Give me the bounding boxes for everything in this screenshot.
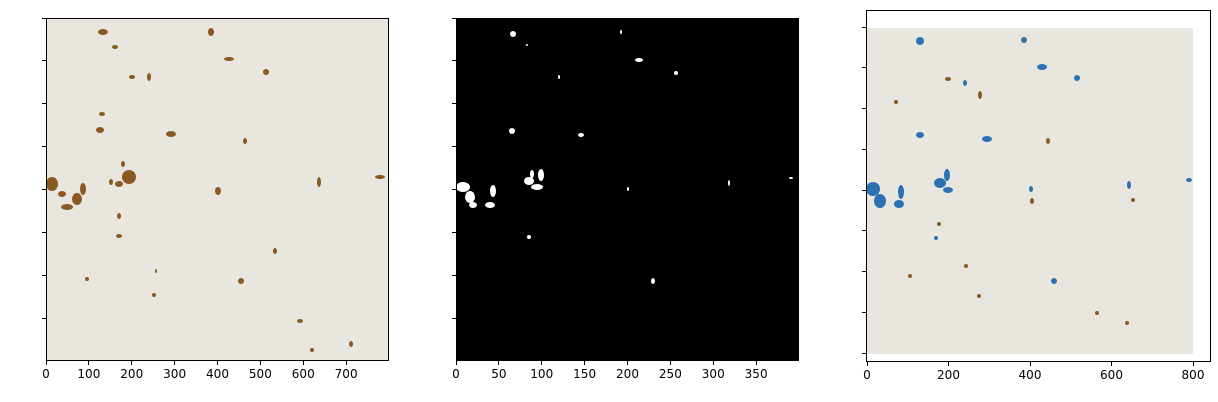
- y-tick-mark: [862, 271, 866, 272]
- x-tick-mark: [756, 361, 757, 365]
- x-tick-label: 300: [702, 367, 725, 381]
- y-tick-mark: [42, 189, 46, 190]
- x-tick-mark: [867, 362, 868, 366]
- x-tick-mark: [131, 361, 132, 365]
- x-tick-label: 100: [530, 367, 553, 381]
- image-frame-3: [866, 10, 1211, 362]
- y-tick-mark: [452, 318, 456, 319]
- y-tick-mark: [862, 67, 866, 68]
- x-tick-label: 600: [1100, 368, 1123, 382]
- x-tick-mark: [1111, 362, 1112, 366]
- x-tick-mark: [541, 361, 542, 365]
- x-tick-mark: [174, 361, 175, 365]
- y-tick-mark: [452, 232, 456, 233]
- x-tick-label: 200: [120, 367, 143, 381]
- x-tick-mark: [260, 361, 261, 365]
- x-tick-label: 50: [491, 367, 506, 381]
- x-tick-mark: [456, 361, 457, 365]
- y-tick-mark: [862, 353, 866, 354]
- y-tick-mark: [42, 232, 46, 233]
- x-tick-label: 200: [616, 367, 639, 381]
- y-tick-mark: [42, 318, 46, 319]
- x-tick-label: 400: [1019, 368, 1042, 382]
- x-tick-label: 0: [42, 367, 50, 381]
- y-tick-mark: [42, 275, 46, 276]
- y-tick-mark: [862, 27, 866, 28]
- x-tick-mark: [670, 361, 671, 365]
- x-tick-mark: [303, 361, 304, 365]
- x-tick-label: 600: [292, 367, 315, 381]
- y-tick-mark: [452, 60, 456, 61]
- x-tick-label: 350: [745, 367, 768, 381]
- x-tick-mark: [627, 361, 628, 365]
- overlay-image-3: [867, 11, 1210, 361]
- image-frame-2: [456, 18, 799, 361]
- x-tick-mark: [498, 361, 499, 365]
- y-tick-mark: [42, 103, 46, 104]
- y-tick-mark: [452, 275, 456, 276]
- x-tick-label: 800: [1182, 368, 1205, 382]
- x-tick-mark: [346, 361, 347, 365]
- x-tick-label: 250: [659, 367, 682, 381]
- x-tick-mark: [1030, 362, 1031, 366]
- x-tick-label: 0: [863, 368, 871, 382]
- y-tick-mark: [452, 103, 456, 104]
- x-tick-mark: [713, 361, 714, 365]
- x-tick-label: 100: [77, 367, 100, 381]
- x-tick-mark: [46, 361, 47, 365]
- x-tick-mark: [584, 361, 585, 365]
- x-tick-label: 500: [249, 367, 272, 381]
- x-tick-label: 300: [163, 367, 186, 381]
- x-tick-label: 700: [335, 367, 358, 381]
- y-tick-mark: [452, 146, 456, 147]
- y-tick-mark: [42, 18, 46, 19]
- x-tick-mark: [948, 362, 949, 366]
- y-tick-mark: [862, 190, 866, 191]
- x-tick-label: 400: [206, 367, 229, 381]
- x-tick-mark: [88, 361, 89, 365]
- y-tick-mark: [452, 18, 456, 19]
- y-tick-mark: [862, 149, 866, 150]
- y-tick-mark: [862, 230, 866, 231]
- x-tick-label: 150: [573, 367, 596, 381]
- x-tick-mark: [1193, 362, 1194, 366]
- y-tick-mark: [862, 108, 866, 109]
- y-tick-mark: [452, 189, 456, 190]
- image-frame-1: [46, 18, 389, 361]
- x-tick-label: 0: [452, 367, 460, 381]
- y-tick-mark: [862, 312, 866, 313]
- mask-image-2: [457, 19, 799, 361]
- x-tick-mark: [217, 361, 218, 365]
- y-tick-mark: [42, 60, 46, 61]
- particle-image-1: [47, 19, 389, 361]
- x-tick-label: 200: [937, 368, 960, 382]
- y-tick-mark: [42, 146, 46, 147]
